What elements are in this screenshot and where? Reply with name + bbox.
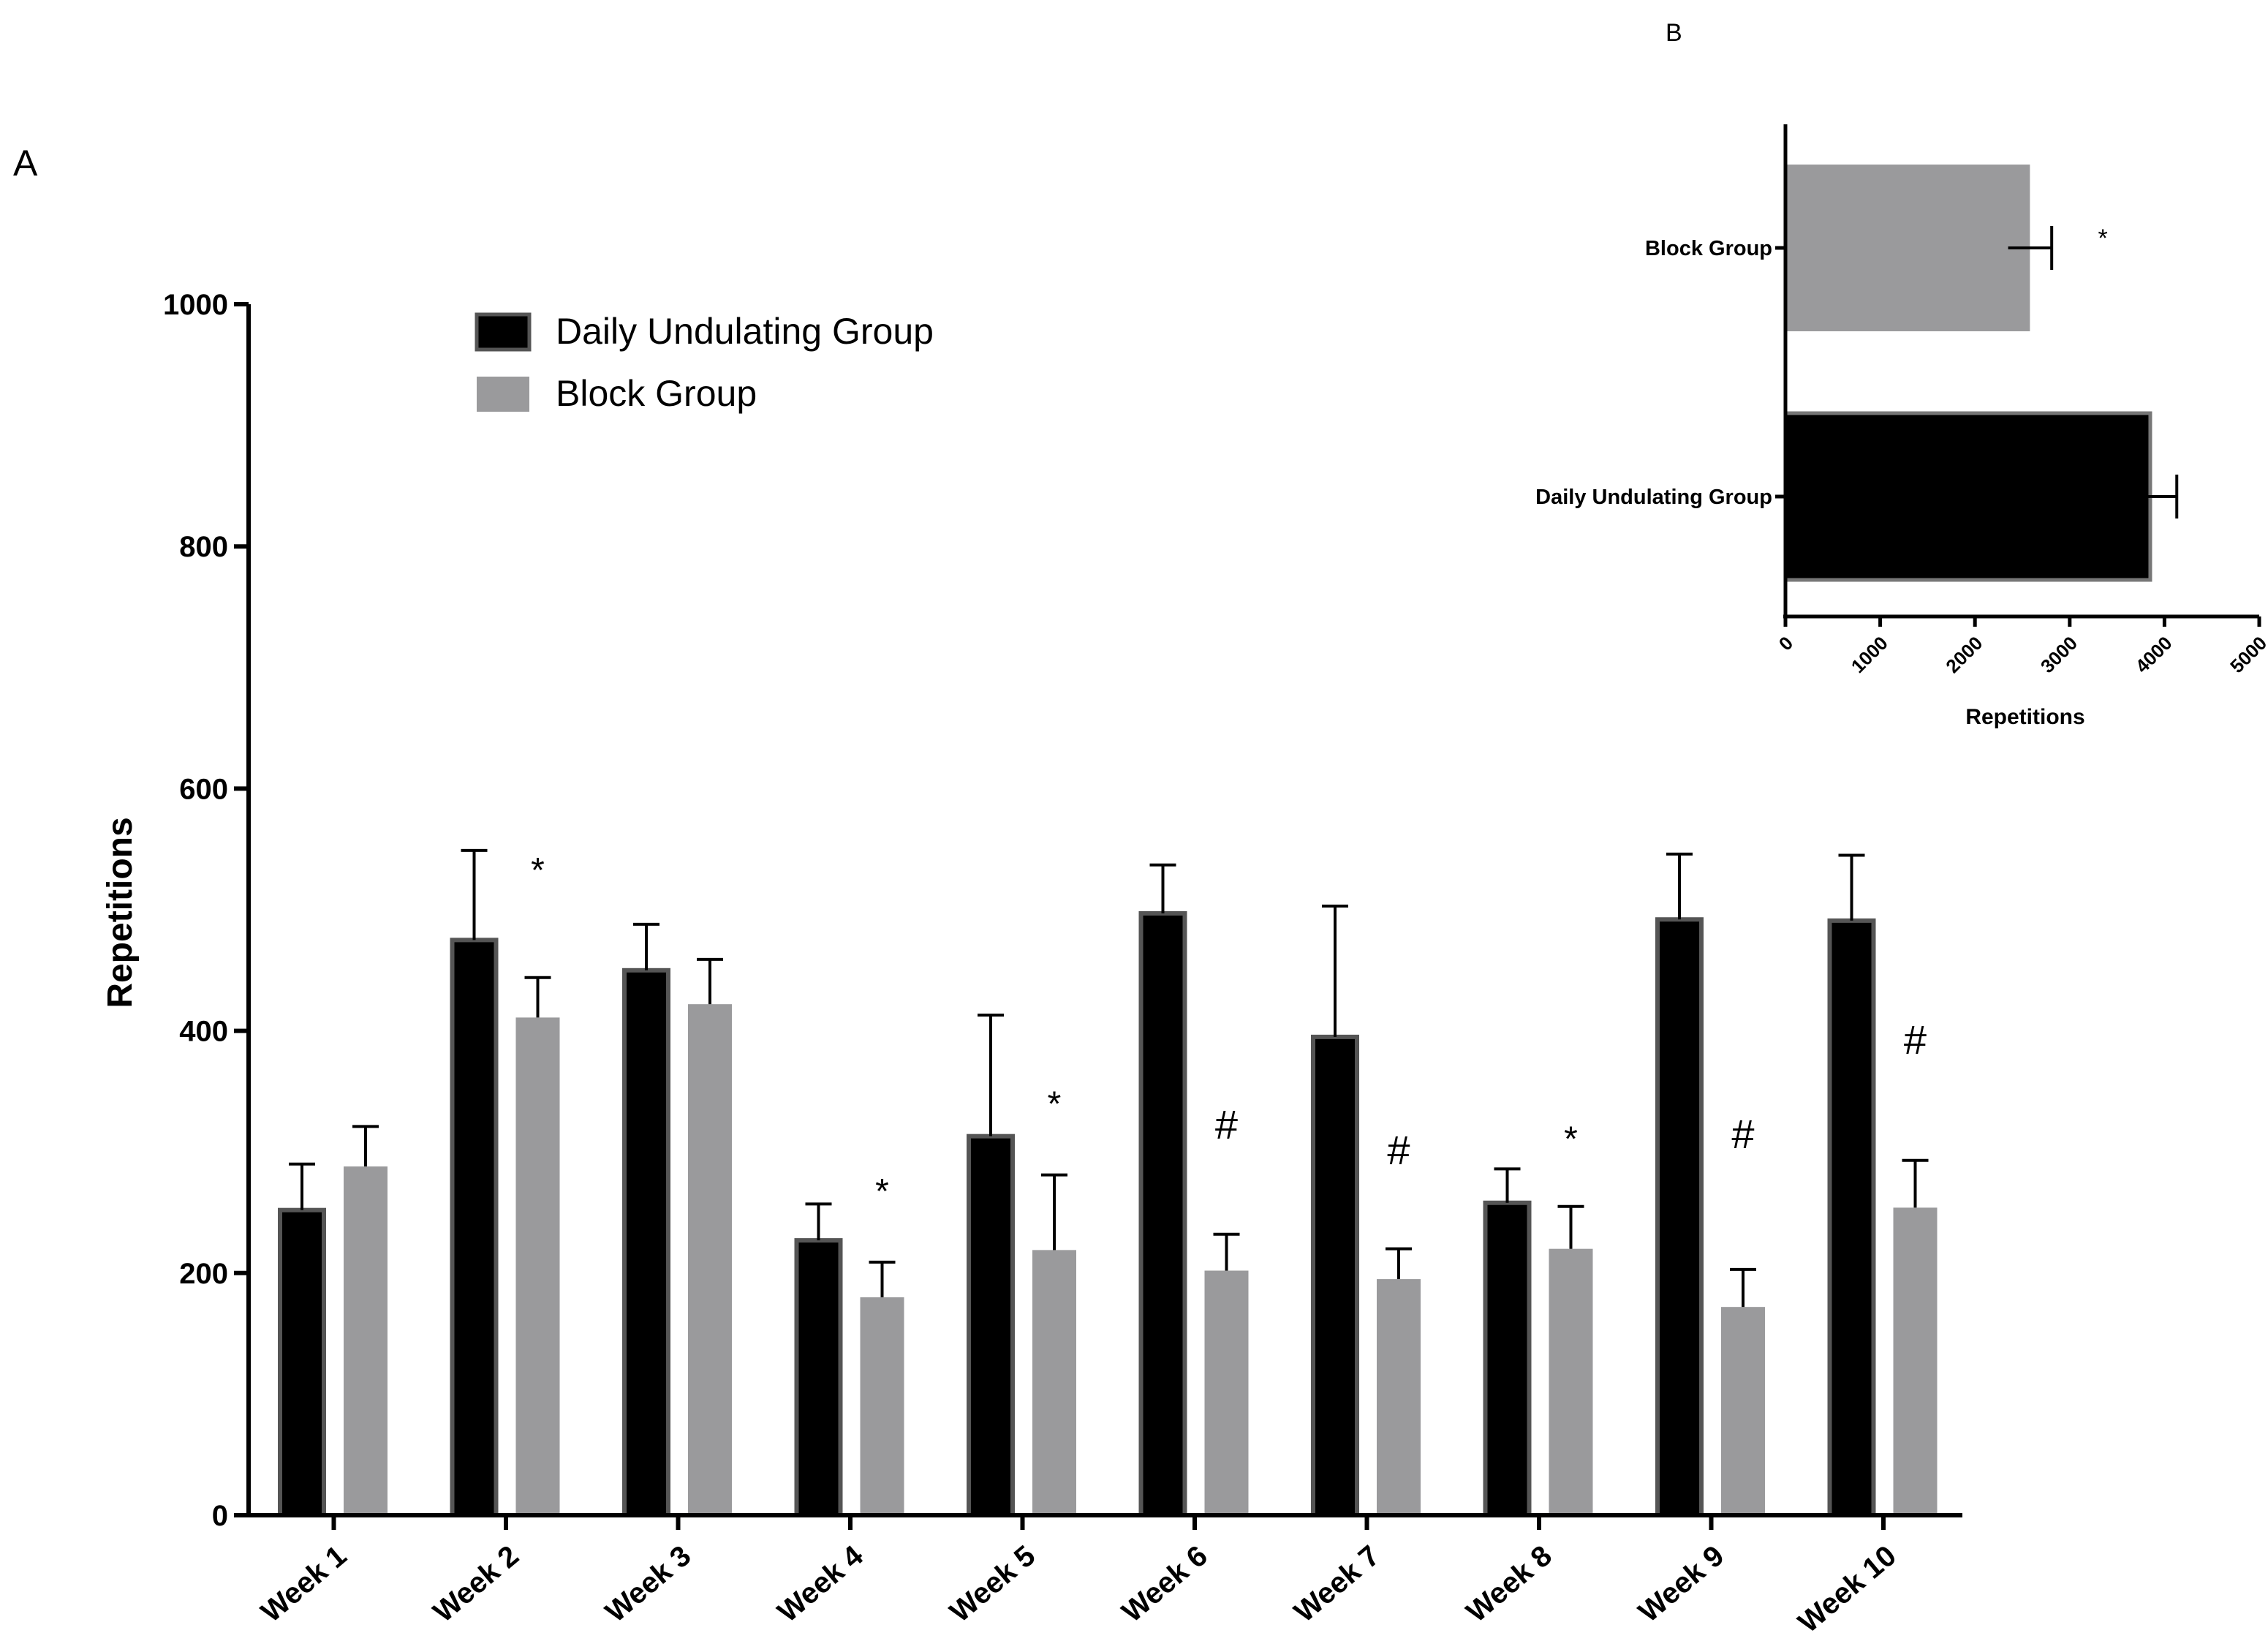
significance-marker: # — [1215, 1101, 1238, 1147]
y-tick-label: 800 — [179, 531, 228, 563]
significance-marker: # — [1731, 1111, 1754, 1157]
bar-block-group-week-9 — [1721, 1307, 1765, 1515]
bar-block-group-week-1 — [344, 1166, 388, 1515]
bar-daily-undulating-group-week-5 — [967, 1134, 1015, 1517]
x-tick-label: Week 9 — [1633, 1539, 1730, 1629]
significance-marker: * — [531, 851, 545, 890]
y-tick-label: 400 — [179, 1016, 228, 1048]
significance-marker: * — [875, 1172, 889, 1211]
legend-swatch-daily — [475, 312, 532, 352]
panel-b-x-tick-label: 0 — [1774, 632, 1797, 655]
panel-b-chart: 0 1000 2000 3000 4000 5000 Block Group Daily U… — [1535, 124, 2268, 729]
y-tick-label: 200 — [179, 1258, 228, 1290]
y-tick-label: 0 — [212, 1500, 228, 1532]
x-tick-label: Week 2 — [427, 1539, 524, 1629]
x-tick-label: Week 10 — [1792, 1539, 1902, 1639]
significance-marker: * — [1048, 1085, 1062, 1124]
panel-b-significance-marker: * — [2098, 225, 2108, 252]
x-tick-label: Week 8 — [1460, 1539, 1557, 1629]
significance-marker: # — [1904, 1017, 1927, 1063]
bar-block-group-week-3 — [688, 1004, 732, 1515]
panel-b-x-tick-label: 1000 — [1847, 632, 1892, 677]
bar-daily-undulating-group-week-4 — [794, 1238, 843, 1517]
panel-b-x-tick-label: 5000 — [2226, 632, 2268, 677]
x-tick-label: Week 1 — [255, 1539, 352, 1629]
bar-block-group-week-10 — [1893, 1207, 1938, 1515]
y-tick-label: 1000 — [163, 289, 228, 321]
bar-daily-undulating-group-week-6 — [1138, 910, 1187, 1517]
bar-block-group-week-2 — [515, 1017, 560, 1515]
legend-swatch-block — [477, 377, 529, 412]
bar-block-group-week-4 — [860, 1297, 904, 1515]
y-tick-label: 600 — [179, 773, 228, 805]
panel-b-category-label: Daily Undulating Group — [1535, 486, 1772, 509]
x-tick-label: Week 6 — [1116, 1539, 1213, 1629]
panel-b-label: B — [1666, 19, 1682, 47]
legend-label-daily: Daily Undulating Group — [556, 311, 934, 352]
x-tick-label: Week 4 — [771, 1539, 869, 1629]
legend: Daily Undulating Group Block Group — [475, 311, 934, 414]
bar-block-group-week-5 — [1032, 1250, 1076, 1515]
panel-b-x-tick-label: 3000 — [2036, 632, 2082, 677]
y-axis-title: Repetitions — [101, 817, 140, 1008]
significance-marker: # — [1387, 1127, 1410, 1173]
bar-daily-undulating-group-week-10 — [1827, 918, 1876, 1518]
x-tick-label: Week 7 — [1288, 1539, 1386, 1629]
panel-b-x-axis-title: Repetitions — [1965, 705, 2084, 729]
bar-daily-undulating-group — [1783, 411, 2152, 582]
bar-block-group-week-8 — [1549, 1248, 1593, 1515]
bar-daily-undulating-group-week-7 — [1311, 1034, 1359, 1517]
x-tick-label: Week 3 — [600, 1539, 697, 1629]
bar-block-group — [1785, 165, 2030, 331]
bar-daily-undulating-group-week-9 — [1655, 917, 1704, 1518]
panel-a-label: A — [13, 143, 38, 184]
panel-b-category-label: Block Group — [1645, 237, 1772, 260]
legend-label-block: Block Group — [556, 373, 757, 414]
x-tick-label: Week 5 — [944, 1539, 1041, 1629]
bar-block-group-week-6 — [1204, 1270, 1249, 1515]
bar-daily-undulating-group-week-3 — [622, 968, 670, 1518]
panel-b-x-tick-label: 4000 — [2131, 632, 2177, 677]
significance-marker: * — [1564, 1120, 1578, 1159]
bar-daily-undulating-group-week-1 — [278, 1207, 326, 1517]
bar-block-group-week-7 — [1377, 1279, 1421, 1515]
bar-daily-undulating-group-week-8 — [1483, 1200, 1532, 1517]
bar-daily-undulating-group-week-2 — [450, 938, 499, 1517]
panel-b-x-tick-label: 2000 — [1941, 632, 1987, 677]
